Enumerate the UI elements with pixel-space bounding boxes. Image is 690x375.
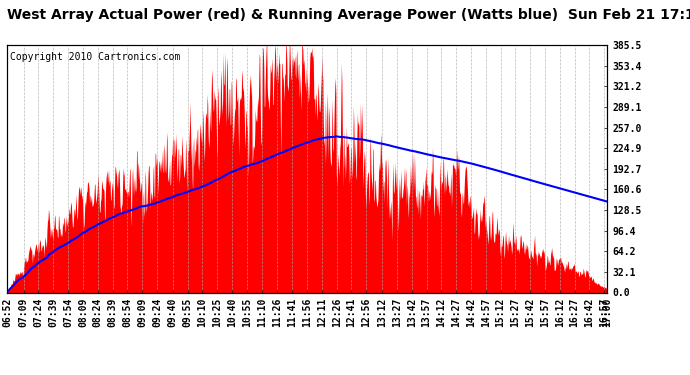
Text: Copyright 2010 Cartronics.com: Copyright 2010 Cartronics.com [10, 53, 180, 62]
Text: West Array Actual Power (red) & Running Average Power (Watts blue)  Sun Feb 21 1: West Array Actual Power (red) & Running … [7, 8, 690, 21]
